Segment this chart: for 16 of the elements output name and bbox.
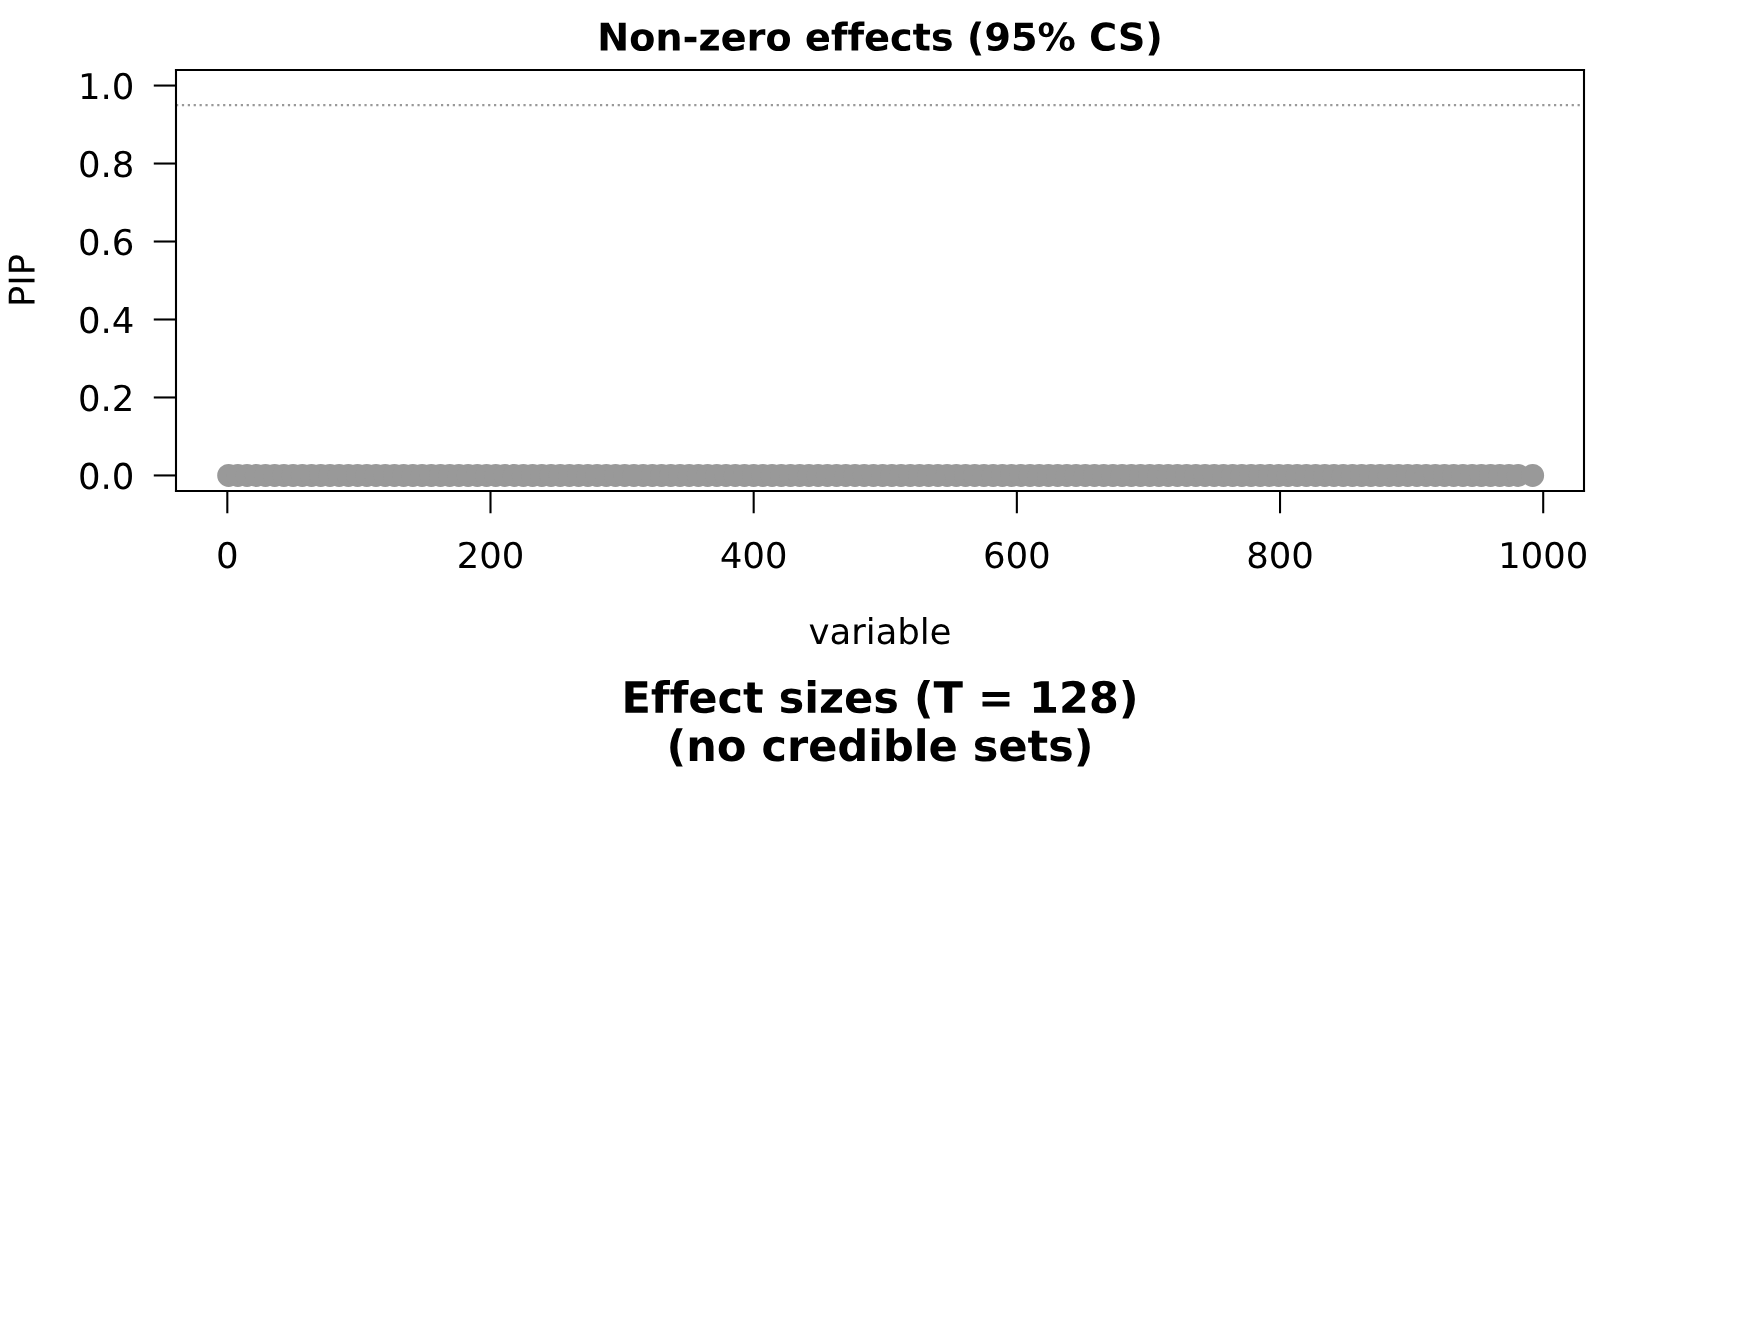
y-tick-label: 1.0 [81, 72, 132, 100]
chart-title: Non-zero effects (95% CS) [600, 21, 1160, 56]
y-tick-label: 0.6 [80, 228, 133, 256]
x-tick-label: 200 [459, 541, 522, 569]
y-axis-title: PIP [8, 255, 35, 304]
y-tick-label: 0.0 [80, 462, 132, 490]
x-axis-title: variable [809, 616, 950, 645]
y-tick-label: 0.2 [80, 384, 131, 412]
y-tick-label: 0.8 [80, 150, 132, 178]
x-tick-label: 1000 [1502, 541, 1586, 569]
x-tick-label: 800 [1248, 541, 1312, 569]
x-tick-label: 400 [721, 541, 786, 569]
x-tick-label: 600 [985, 541, 1049, 569]
text: Effect sizes (T = 128) (no credible sets) [625, 680, 1135, 767]
x-tick-label: 0 [218, 541, 237, 569]
y-tick-label: 0.4 [80, 306, 133, 334]
